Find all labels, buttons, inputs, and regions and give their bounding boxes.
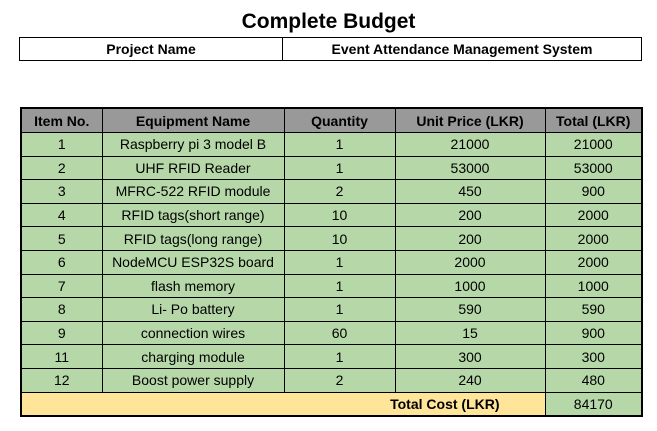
unit-price-cell: 240 [394,367,546,393]
table-row: 5 RFID tags(long range) 10 200 2000 [20,226,643,251]
total-cell: 2000 [544,249,643,275]
quantity-cell: 1 [283,155,396,181]
equipment-name-cell: MFRC-522 RFID module [101,179,285,204]
total-cost-label: Total Cost (LKR) [20,391,546,417]
table-row: 6 NodeMCU ESP32S board 1 2000 2000 [20,249,643,275]
total-cell: 480 [544,367,643,393]
unit-price-cell: 300 [394,344,546,369]
item-no-cell: 7 [20,273,103,299]
quantity-cell: 60 [283,320,396,346]
header-unit-price: Unit Price (LKR) [394,107,546,133]
project-table: Project Name Event Attendance Management… [19,37,642,61]
table-row: 2 UHF RFID Reader 1 53000 53000 [20,155,643,181]
unit-price-cell: 21000 [394,132,546,157]
item-no-cell: 12 [20,367,103,393]
total-cost-value: 84170 [544,391,643,417]
equipment-name-cell: Boost power supply [101,367,285,393]
total-cell: 53000 [544,155,643,181]
equipment-name-cell: flash memory [101,273,285,299]
table-row: 4 RFID tags(short range) 10 200 2000 [20,202,643,228]
equipment-name-cell: charging module [101,344,285,369]
quantity-cell: 10 [283,226,396,251]
total-cell: 21000 [544,132,643,157]
item-no-cell: 4 [20,202,103,228]
project-row: Project Name Event Attendance Management… [19,37,642,61]
header-equipment-name: Equipment Name [101,107,285,133]
table-row: 11 charging module 1 300 300 [20,344,643,369]
unit-price-cell: 15 [394,320,546,346]
quantity-cell: 1 [283,249,396,275]
item-no-cell: 6 [20,249,103,275]
item-no-cell: 2 [20,155,103,181]
table-row: 7 flash memory 1 1000 1000 [20,273,643,299]
total-cell: 300 [544,344,643,369]
header-quantity: Quantity [283,107,396,133]
table-row: 9 connection wires 60 15 900 [20,320,643,346]
header-row: Item No. Equipment Name Quantity Unit Pr… [20,107,643,133]
budget-table: Item No. Equipment Name Quantity Unit Pr… [20,107,643,418]
equipment-name-cell: UHF RFID Reader [101,155,285,181]
project-name-label: Project Name [19,37,283,61]
item-no-cell: 3 [20,179,103,204]
page-title: Complete Budget [241,10,416,33]
unit-price-cell: 2000 [394,249,546,275]
unit-price-cell: 1000 [394,273,546,299]
item-no-cell: 5 [20,226,103,251]
item-no-cell: 8 [20,297,103,322]
equipment-name-cell: NodeMCU ESP32S board [101,249,285,275]
quantity-cell: 10 [283,202,396,228]
quantity-cell: 2 [283,179,396,204]
equipment-name-cell: Li- Po battery [101,297,285,322]
header-item-no: Item No. [20,107,103,133]
unit-price-cell: 200 [394,202,546,228]
table-row: 1 Raspberry pi 3 model B 1 21000 21000 [20,132,643,157]
equipment-name-cell: RFID tags(long range) [101,226,285,251]
unit-price-cell: 450 [394,179,546,204]
total-cell: 590 [544,297,643,322]
quantity-cell: 1 [283,344,396,369]
equipment-name-cell: connection wires [101,320,285,346]
total-cell: 900 [544,179,643,204]
project-name-value: Event Attendance Management System [282,37,642,61]
total-cell: 2000 [544,226,643,251]
item-no-cell: 1 [20,132,103,157]
unit-price-cell: 590 [394,297,546,322]
table-row: 12 Boost power supply 2 240 480 [20,367,643,393]
total-cell: 900 [544,320,643,346]
quantity-cell: 1 [283,132,396,157]
header-total: Total (LKR) [544,107,643,133]
unit-price-cell: 200 [394,226,546,251]
equipment-name-cell: RFID tags(short range) [101,202,285,228]
quantity-cell: 1 [283,297,396,322]
unit-price-cell: 53000 [394,155,546,181]
item-no-cell: 11 [20,344,103,369]
equipment-name-cell: Raspberry pi 3 model B [101,132,285,157]
total-cell: 2000 [544,202,643,228]
table-row: 3 MFRC-522 RFID module 2 450 900 [20,179,643,204]
item-no-cell: 9 [20,320,103,346]
total-row: Total Cost (LKR) 84170 [20,391,643,417]
total-cell: 1000 [544,273,643,299]
quantity-cell: 2 [283,367,396,393]
table-row: 8 Li- Po battery 1 590 590 [20,297,643,322]
quantity-cell: 1 [283,273,396,299]
